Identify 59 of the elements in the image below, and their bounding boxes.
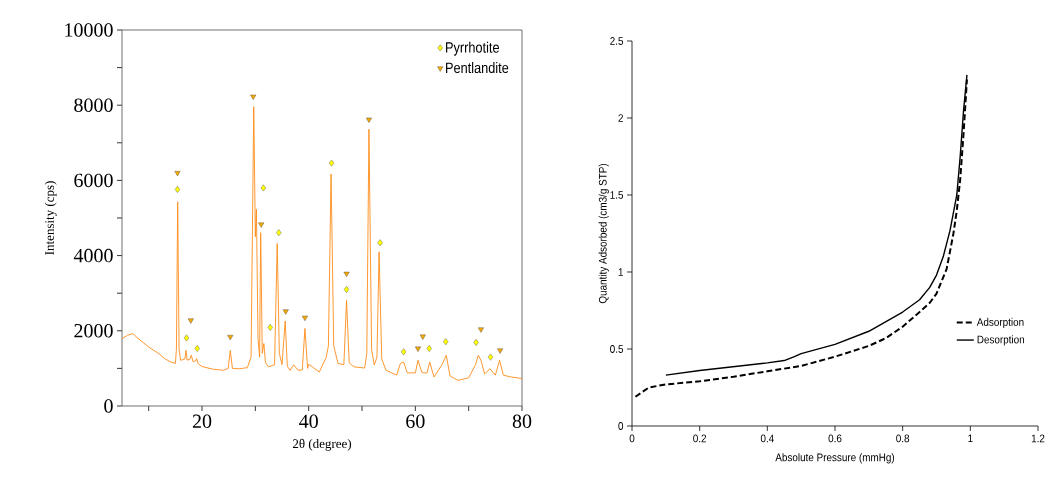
point [260,184,266,192]
legend-label: Pentlandite [446,62,509,74]
point [329,159,335,167]
legend-label: Adsorption [976,317,1024,329]
x-tick-label: 80 [512,414,532,429]
y-tick-label: 0 [104,399,113,413]
point [365,117,372,123]
x-tick-label: 0 [629,434,635,443]
x-tick-label: 0.6 [828,434,842,443]
y-tick-label: 4000 [73,248,113,263]
point [415,346,421,352]
x-tick-label: 40 [299,414,318,429]
point [267,324,273,331]
point [401,348,407,356]
x-tick-label: 1 [968,434,973,443]
y-tick-label: 6000 [74,173,113,188]
point [301,315,308,322]
x-axis-title: Absolute Pressure (mmHg) [775,453,895,464]
y-tick-label: 2 [618,114,623,122]
point [343,271,350,278]
x-tick-label: 0.4 [760,434,774,443]
x-axis-title: 2θ (degree) [292,438,352,451]
point [426,345,432,352]
x-tick-label: 60 [406,414,425,429]
y-tick-label: 0.5 [610,345,624,353]
point [227,335,234,341]
y-tick-label: 1.5 [610,191,624,199]
point [473,339,479,346]
x-tick-label: 0.2 [693,434,707,443]
y-tick-label: 2000 [74,324,113,338]
point [497,348,504,354]
point [250,94,257,100]
line-series [122,106,522,381]
line-series [634,78,968,398]
point [174,171,181,177]
point [477,327,484,333]
point [419,334,426,340]
point [343,286,350,293]
legend-label: Pyrrhotite [446,41,499,56]
point [443,338,449,346]
y-tick-label: 10000 [65,23,113,37]
point [194,345,200,352]
point [487,353,494,361]
point [377,239,383,247]
legend-label: Desorption [977,335,1025,346]
x-tick-label: 0.8 [896,434,910,443]
x-tick-label: 1.2 [1031,434,1045,443]
point [187,318,194,324]
y-tick-label: 1 [618,268,623,276]
x-tick-label: 20 [192,414,212,429]
point [174,186,181,193]
point [258,222,265,228]
point [282,309,289,315]
y-tick-label: 2.5 [610,37,624,45]
point [183,334,190,342]
y-axis-title: Quantity Adsorbed (cm3/g STP) [598,163,609,304]
y-axis-title: Intensity (cps) [44,181,57,255]
y-tick-label: 8000 [74,98,113,112]
point [276,229,282,237]
